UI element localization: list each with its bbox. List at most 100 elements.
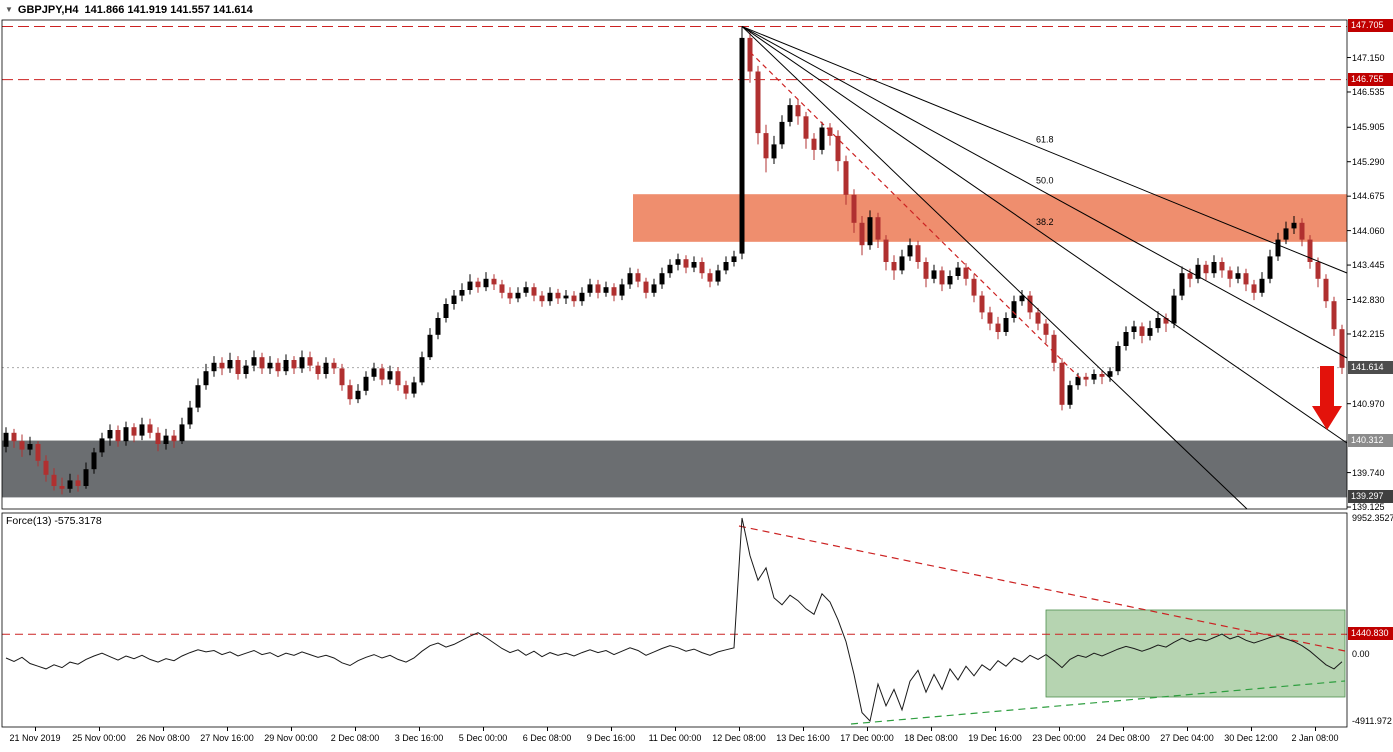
time-axis-label[interactable]: 12 Dec 08:00	[712, 733, 766, 743]
time-axis-label[interactable]: 6 Dec 08:00	[522, 733, 572, 743]
bull-candle	[771, 144, 777, 159]
time-axis-label[interactable]: 26 Nov 08:00	[136, 733, 190, 743]
sell-arrow-icon[interactable]	[1312, 366, 1342, 430]
bull-candle	[563, 295, 569, 299]
indicator-level-badge: 1440.830	[1348, 627, 1393, 641]
bear-candle	[1219, 262, 1225, 271]
bull-candle	[139, 424, 145, 436]
bear-candle	[1027, 295, 1033, 313]
time-axis-label[interactable]: 17 Dec 00:00	[840, 733, 894, 743]
symbol-ohlc-label: GBPJPY,H4 141.866 141.919 141.557 141.61…	[17, 4, 253, 16]
bull-candle	[123, 427, 129, 442]
bull-candle	[1235, 273, 1241, 279]
bear-candle	[611, 287, 617, 296]
time-tick-mark	[931, 727, 932, 731]
bull-candle	[251, 357, 257, 366]
bear-candle	[347, 385, 353, 400]
bull-candle	[1283, 228, 1289, 240]
time-axis-label[interactable]: 23 Dec 00:00	[1032, 733, 1086, 743]
bull-candle	[907, 245, 913, 257]
price-tick-label: 142.215	[1352, 328, 1385, 339]
bull-candle	[107, 430, 113, 439]
price-tick-label: 139.740	[1352, 467, 1385, 478]
time-axis-label[interactable]: 30 Dec 12:00	[1224, 733, 1278, 743]
bull-candle	[163, 435, 169, 444]
bear-candle	[115, 430, 121, 442]
bear-candle	[755, 71, 761, 134]
bull-candle	[1123, 332, 1129, 346]
fib-fan-line[interactable]	[741, 26, 1248, 510]
bear-candle	[259, 357, 265, 369]
bear-candle	[307, 357, 313, 366]
bull-candle	[1011, 301, 1017, 318]
bull-candle	[619, 284, 625, 296]
time-tick-mark	[611, 727, 612, 731]
time-tick-mark	[1123, 727, 1124, 731]
time-axis-label[interactable]: 21 Nov 2019	[9, 733, 61, 743]
bull-candle	[715, 270, 721, 282]
time-tick-mark	[227, 727, 228, 731]
bear-candle	[171, 435, 177, 442]
bull-candle	[195, 385, 201, 408]
bull-candle	[387, 371, 393, 380]
time-axis-label[interactable]: 27 Nov 16:00	[200, 733, 254, 743]
bull-candle	[91, 452, 97, 470]
bear-candle	[1059, 362, 1065, 405]
time-axis-label[interactable]: 3 Dec 16:00	[394, 733, 444, 743]
time-axis-label[interactable]: 2 Dec 08:00	[330, 733, 380, 743]
bull-candle	[659, 273, 665, 285]
time-axis-label[interactable]: 13 Dec 16:00	[776, 733, 830, 743]
bull-candle	[1275, 239, 1281, 257]
bear-candle	[43, 460, 49, 475]
price-pane-frame	[1, 19, 1348, 510]
bull-candle	[179, 424, 185, 442]
time-axis-label[interactable]: 29 Nov 00:00	[264, 733, 318, 743]
fib-level-label: 38.2	[1036, 217, 1054, 227]
fib-fan-line[interactable]	[741, 26, 1348, 444]
time-axis-label[interactable]: 25 Nov 00:00	[72, 733, 126, 743]
time-axis-label[interactable]: 9 Dec 16:00	[586, 733, 636, 743]
time-axis-label[interactable]: 11 Dec 00:00	[648, 733, 702, 743]
bear-candle	[707, 273, 713, 282]
bear-candle	[155, 432, 161, 444]
fib-fan-line[interactable]	[741, 25, 1348, 274]
symbol-dropdown-icon[interactable]: ▼	[5, 5, 13, 14]
price-tick-label: 140.970	[1352, 398, 1385, 409]
bull-candle	[1107, 371, 1113, 377]
bear-candle	[11, 432, 17, 442]
bull-candle	[515, 292, 521, 299]
bull-candle	[547, 292, 553, 302]
time-axis-label[interactable]: 18 Dec 08:00	[904, 733, 958, 743]
time-axis-label[interactable]: 5 Dec 00:00	[458, 733, 508, 743]
time-tick-mark	[35, 727, 36, 731]
indicator-tick-label: 9952.3527	[1352, 512, 1393, 523]
price-badge: 139.297	[1348, 490, 1393, 504]
bear-candle	[1139, 326, 1145, 336]
bear-candle	[1315, 262, 1321, 279]
fib-fan-line[interactable]	[741, 26, 1348, 359]
bear-candle	[491, 278, 497, 285]
bear-candle	[1243, 273, 1249, 285]
bear-candle	[331, 362, 337, 369]
descending-trendline[interactable]	[749, 51, 1083, 381]
bull-candle	[99, 438, 105, 453]
bull-candle	[211, 362, 217, 372]
time-axis-label[interactable]: 2 Jan 08:00	[1291, 733, 1339, 743]
bear-candle	[979, 295, 985, 313]
bull-candle	[187, 407, 193, 425]
force-ascending-trendline[interactable]	[850, 680, 1346, 725]
bull-candle	[587, 284, 593, 293]
demand-zone	[2, 440, 1347, 498]
candles-layer	[3, 26, 1345, 495]
bear-candle	[1307, 239, 1313, 262]
time-axis-label[interactable]: 24 Dec 08:00	[1096, 733, 1150, 743]
bear-candle	[507, 292, 513, 299]
bear-candle	[275, 362, 281, 372]
time-axis-label[interactable]: 27 Dec 04:00	[1160, 733, 1214, 743]
bear-candle	[939, 270, 945, 285]
bull-candle	[1003, 318, 1009, 332]
time-axis-label[interactable]: 19 Dec 16:00	[968, 733, 1022, 743]
bear-candle	[843, 161, 849, 195]
bull-candle	[483, 278, 489, 288]
